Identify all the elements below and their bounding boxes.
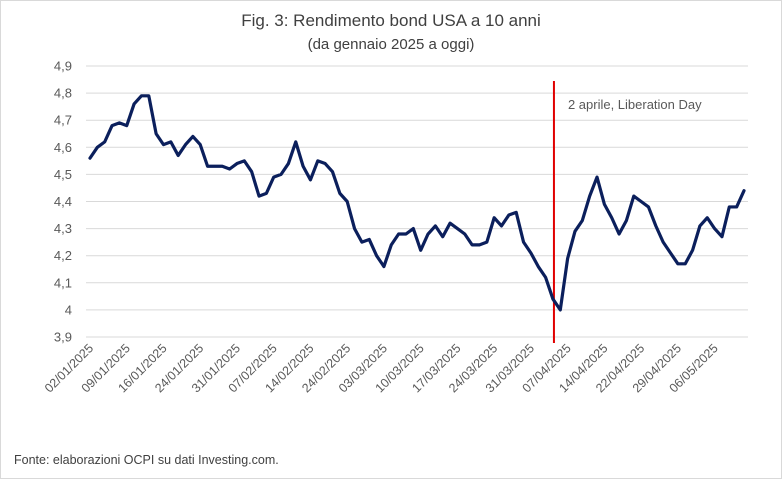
- gridlines: [86, 65, 748, 338]
- series-line: [88, 94, 746, 312]
- y-tick-label: 4,2: [54, 248, 72, 263]
- y-axis: 3,9 4 4,1 4,2 4,3 4,4 4,5 4,6 4,7 4,8 4,9: [54, 59, 72, 345]
- y-tick-label: 4: [65, 302, 72, 317]
- y-tick-label: 4,7: [54, 113, 72, 128]
- y-tick-label: 4,3: [54, 221, 72, 236]
- series: [88, 94, 746, 312]
- chart-subtitle: (da gennaio 2025 a oggi): [307, 36, 475, 53]
- y-tick-label: 4,5: [54, 167, 72, 182]
- y-tick-label: 4,9: [54, 59, 72, 74]
- x-axis: 02/01/202509/01/202516/01/202524/01/2025…: [42, 341, 721, 395]
- annotation-label: 2 aprile, Liberation Day: [568, 97, 702, 112]
- y-tick-label: 4,6: [54, 140, 72, 155]
- y-tick-label: 4,1: [54, 275, 72, 290]
- source-note: Fonte: elaborazioni OCPI su dati Investi…: [14, 453, 279, 467]
- y-tick-label: 3,9: [54, 330, 72, 345]
- y-tick-label: 4,4: [54, 194, 72, 209]
- chart-title: Fig. 3: Rendimento bond USA a 10 anni: [241, 11, 541, 30]
- y-tick-label: 4,8: [54, 86, 72, 101]
